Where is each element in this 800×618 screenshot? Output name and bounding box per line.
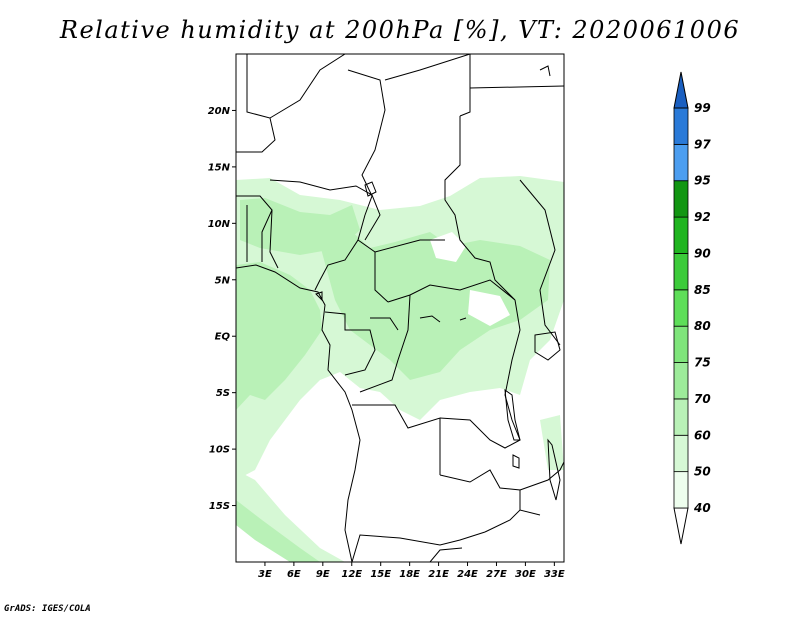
lat-tick-label: 15S xyxy=(209,501,230,512)
chart-title: Relative humidity at 200hPa [%], VT: 202… xyxy=(59,16,741,44)
humidity-region-east-patch xyxy=(540,415,564,470)
border-zambia-south xyxy=(484,509,541,533)
lake-malawi xyxy=(547,438,561,501)
border-namibia xyxy=(351,531,486,562)
colorbar-label: 97 xyxy=(694,137,711,151)
colorbar: 40 50 60 70 75 80 85 90 92 95 97 99 xyxy=(673,71,711,545)
border-drc-zambia xyxy=(439,417,521,449)
colorbar-label: 85 xyxy=(694,283,711,297)
lon-tick-label: 33E xyxy=(544,569,565,580)
coastline-west xyxy=(236,264,361,562)
lon-tick-label: 12E xyxy=(341,569,362,580)
colorbar-label: 60 xyxy=(694,428,711,442)
border-drc-congo xyxy=(359,294,411,393)
humidity-gap-3 xyxy=(300,440,350,500)
border-sw-bottom xyxy=(429,547,463,562)
border-drc-angola xyxy=(352,404,441,475)
lon-tick-label: 6E xyxy=(287,569,301,580)
lat-tick-label: 5N xyxy=(215,275,231,286)
border-gabon xyxy=(324,311,376,376)
colorbar-segment xyxy=(673,471,689,509)
colorbar-label: 90 xyxy=(694,246,711,260)
humidity-region-sw-inner xyxy=(236,500,320,562)
border-cameroon-car xyxy=(357,239,389,303)
map-frame xyxy=(235,53,565,563)
colorbar-min-arrow xyxy=(673,507,689,545)
border-uganda-kenya xyxy=(539,289,561,346)
colorbar-label: 40 xyxy=(693,501,711,515)
colorbar-label: 95 xyxy=(694,174,711,188)
lon-tick-label: 30E xyxy=(515,569,536,580)
colorbar-max-arrow xyxy=(673,71,689,109)
colorbar-label: 50 xyxy=(694,465,711,479)
colorbar-segment xyxy=(673,216,689,254)
island-bioko xyxy=(315,291,323,302)
colorbar-label: 70 xyxy=(694,392,711,406)
longitude-axis: 3E 6E 9E 12E 15E 18E 21E 24E 27E 30E 33E xyxy=(258,562,565,580)
humidity-region-west xyxy=(240,198,360,255)
lake-victoria xyxy=(534,331,561,361)
colorbar-label: 80 xyxy=(694,319,711,333)
border-west-3 xyxy=(269,209,279,269)
border-niger-chad xyxy=(347,69,386,216)
border-chad-sudan xyxy=(444,116,516,301)
humidity-shading xyxy=(236,176,564,562)
humidity-region-central xyxy=(320,230,550,380)
lon-tick-label: 18E xyxy=(399,569,420,580)
border-drc-east xyxy=(504,299,521,441)
colorbar-label: 92 xyxy=(694,210,711,224)
country-borders xyxy=(236,54,564,562)
colorbar-segment xyxy=(673,107,689,145)
border-mauritania-mali xyxy=(236,54,276,153)
humidity-region-guinea xyxy=(236,262,322,410)
border-niger-nigeria xyxy=(269,179,381,241)
colorbar-segment xyxy=(673,289,689,327)
river-congo-1 xyxy=(419,315,441,323)
border-egypt-sudan xyxy=(469,85,564,89)
border-car-sudan xyxy=(374,239,445,253)
border-sudan-ethiopia xyxy=(519,179,556,291)
lon-tick-label: 24E xyxy=(457,569,478,580)
lon-tick-label: 27E xyxy=(486,569,507,580)
colorbar-segment xyxy=(673,434,689,473)
border-libya-chad xyxy=(384,54,471,81)
colorbar-label: 99 xyxy=(694,101,711,115)
lat-tick-label: 10S xyxy=(209,445,230,456)
border-libya-egypt xyxy=(459,54,471,117)
colorbar-segment xyxy=(673,143,689,182)
latitude-axis: 20N 15N 10N 5N EQ 5S 10S 15S xyxy=(208,106,236,512)
border-mozambique xyxy=(519,461,564,491)
river-congo-2 xyxy=(459,317,467,321)
lake-chad xyxy=(364,181,377,197)
colorbar-segment xyxy=(673,180,689,218)
lon-tick-label: 3E xyxy=(258,569,272,580)
colorbar-segment xyxy=(673,362,689,400)
colorbar-segment xyxy=(673,253,689,291)
lat-tick-label: 5S xyxy=(216,388,230,399)
lon-tick-label: 15E xyxy=(370,569,391,580)
border-car-drc xyxy=(387,279,516,303)
colorbar-segment xyxy=(673,325,689,363)
colorbar-label: 75 xyxy=(694,356,711,370)
lat-tick-label: 10N xyxy=(208,219,231,230)
colorbar-segment xyxy=(673,398,689,436)
border-congo-gabon xyxy=(370,317,399,331)
lon-tick-label: 21E xyxy=(428,569,449,580)
lat-tick-label: EQ xyxy=(215,332,231,343)
lon-tick-label: 9E xyxy=(316,569,330,580)
lake-mweru xyxy=(512,454,520,469)
coast-ne xyxy=(539,65,551,77)
border-angola-zambia xyxy=(439,469,521,510)
border-nigeria-cameroon xyxy=(314,214,366,291)
lat-tick-label: 20N xyxy=(208,106,231,117)
lake-tanganyika xyxy=(504,388,521,441)
border-mali-niger xyxy=(269,54,346,119)
humidity-gap-2 xyxy=(468,290,510,326)
lat-tick-label: 15N xyxy=(208,162,231,173)
grads-credit: GrADS: IGES/COLA xyxy=(4,604,91,614)
